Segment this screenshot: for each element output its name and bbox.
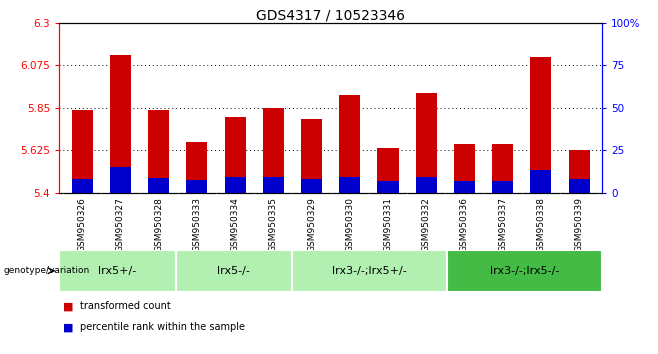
Text: ■: ■	[63, 301, 73, 311]
Text: GSM950330: GSM950330	[345, 198, 354, 252]
Bar	[447, 250, 602, 292]
Bar	[110, 167, 131, 193]
Text: GSM950339: GSM950339	[574, 198, 584, 252]
Text: GSM950333: GSM950333	[192, 198, 201, 252]
Bar	[224, 177, 245, 193]
Bar	[340, 177, 361, 193]
Text: GSM950338: GSM950338	[536, 198, 545, 252]
Bar	[301, 119, 322, 193]
Bar	[340, 95, 361, 193]
Bar	[292, 250, 447, 292]
Bar	[224, 118, 245, 193]
Bar	[378, 181, 399, 193]
Text: GSM950326: GSM950326	[78, 198, 87, 252]
Bar	[454, 181, 475, 193]
Bar	[72, 179, 93, 193]
Text: lrx5-/-: lrx5-/-	[217, 266, 250, 276]
Bar	[148, 110, 169, 193]
Bar	[492, 144, 513, 193]
Bar	[569, 179, 590, 193]
Text: lrx3-/-;lrx5+/-: lrx3-/-;lrx5+/-	[332, 266, 407, 276]
Bar	[378, 148, 399, 193]
Text: GSM950334: GSM950334	[230, 198, 240, 252]
Bar	[263, 108, 284, 193]
Bar	[301, 179, 322, 193]
Bar	[454, 144, 475, 193]
Bar	[530, 57, 551, 193]
Text: GSM950327: GSM950327	[116, 198, 125, 252]
Text: GSM950328: GSM950328	[154, 198, 163, 252]
Text: GSM950335: GSM950335	[269, 198, 278, 252]
Bar	[72, 110, 93, 193]
Bar	[492, 181, 513, 193]
Bar	[148, 178, 169, 193]
Bar	[186, 180, 207, 193]
Text: percentile rank within the sample: percentile rank within the sample	[80, 322, 245, 332]
Text: GSM950332: GSM950332	[422, 198, 431, 252]
Bar	[569, 150, 590, 193]
Text: genotype/variation: genotype/variation	[3, 266, 89, 275]
Text: lrx3-/-;lrx5-/-: lrx3-/-;lrx5-/-	[490, 266, 559, 276]
Bar	[416, 93, 437, 193]
Bar	[186, 142, 207, 193]
Bar	[110, 55, 131, 193]
Bar	[530, 170, 551, 193]
Text: transformed count: transformed count	[80, 301, 171, 311]
Text: GSM950329: GSM950329	[307, 198, 316, 252]
Text: GDS4317 / 10523346: GDS4317 / 10523346	[256, 9, 405, 23]
Text: GSM950336: GSM950336	[460, 198, 469, 252]
Bar	[59, 250, 176, 292]
Text: GSM950337: GSM950337	[498, 198, 507, 252]
Bar	[416, 177, 437, 193]
Text: lrx5+/-: lrx5+/-	[98, 266, 136, 276]
Bar	[176, 250, 292, 292]
Text: GSM950331: GSM950331	[384, 198, 392, 252]
Bar	[263, 177, 284, 193]
Text: ■: ■	[63, 322, 73, 332]
